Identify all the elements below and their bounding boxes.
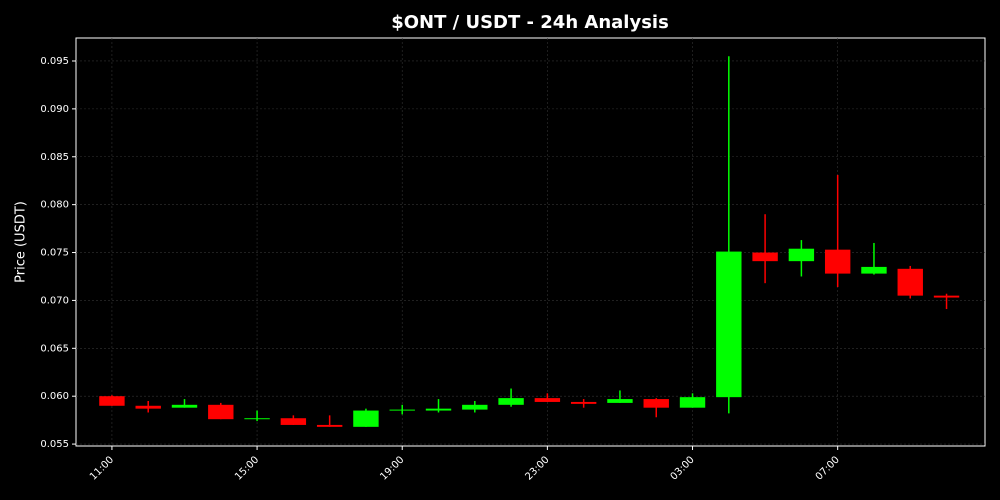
x-tick-label: 19:00 bbox=[378, 454, 406, 482]
candle-body bbox=[353, 410, 379, 427]
x-tick-label: 11:00 bbox=[88, 454, 116, 482]
candle-body bbox=[897, 268, 923, 296]
candle-body bbox=[498, 398, 524, 405]
candle-body bbox=[462, 404, 488, 410]
candle-body bbox=[607, 399, 633, 403]
candle-body bbox=[244, 418, 270, 420]
y-tick-label: 0.090 bbox=[40, 104, 69, 115]
plot-area bbox=[75, 37, 986, 447]
y-tick-label: 0.085 bbox=[40, 152, 69, 163]
chart-title: $ONT / USDT - 24h Analysis bbox=[391, 12, 669, 33]
candle-body bbox=[389, 409, 415, 411]
candle-body bbox=[716, 251, 742, 398]
candle-body bbox=[643, 399, 669, 408]
x-tick-label: 23:00 bbox=[523, 454, 551, 482]
candle-body bbox=[99, 396, 125, 406]
candle-body bbox=[425, 408, 452, 411]
candle-body bbox=[171, 404, 198, 408]
candle-body bbox=[280, 418, 307, 425]
x-tick-label: 07:00 bbox=[814, 454, 842, 482]
candle-body bbox=[679, 397, 706, 408]
candle-body bbox=[788, 248, 815, 262]
candle-body bbox=[861, 266, 887, 274]
y-tick-label: 0.075 bbox=[40, 248, 69, 259]
x-tick-label: 03:00 bbox=[669, 454, 697, 482]
x-tick-label: 15:00 bbox=[233, 454, 261, 482]
y-tick-label: 0.065 bbox=[40, 343, 69, 354]
candle-body bbox=[316, 424, 343, 427]
y-axis-label: Price (USDT) bbox=[14, 201, 29, 283]
y-tick-label: 0.070 bbox=[40, 295, 69, 306]
y-tick-label: 0.080 bbox=[40, 200, 69, 211]
y-tick-label: 0.095 bbox=[40, 56, 69, 67]
y-tick-label: 0.060 bbox=[40, 391, 69, 402]
candle-body bbox=[752, 252, 778, 262]
y-tick-label: 0.055 bbox=[40, 439, 69, 450]
candle-body bbox=[208, 404, 234, 420]
candle-body bbox=[570, 401, 597, 404]
candle-body bbox=[933, 295, 960, 298]
candle-body bbox=[824, 249, 851, 274]
candle-body bbox=[534, 398, 561, 402]
candle-body bbox=[135, 405, 161, 409]
